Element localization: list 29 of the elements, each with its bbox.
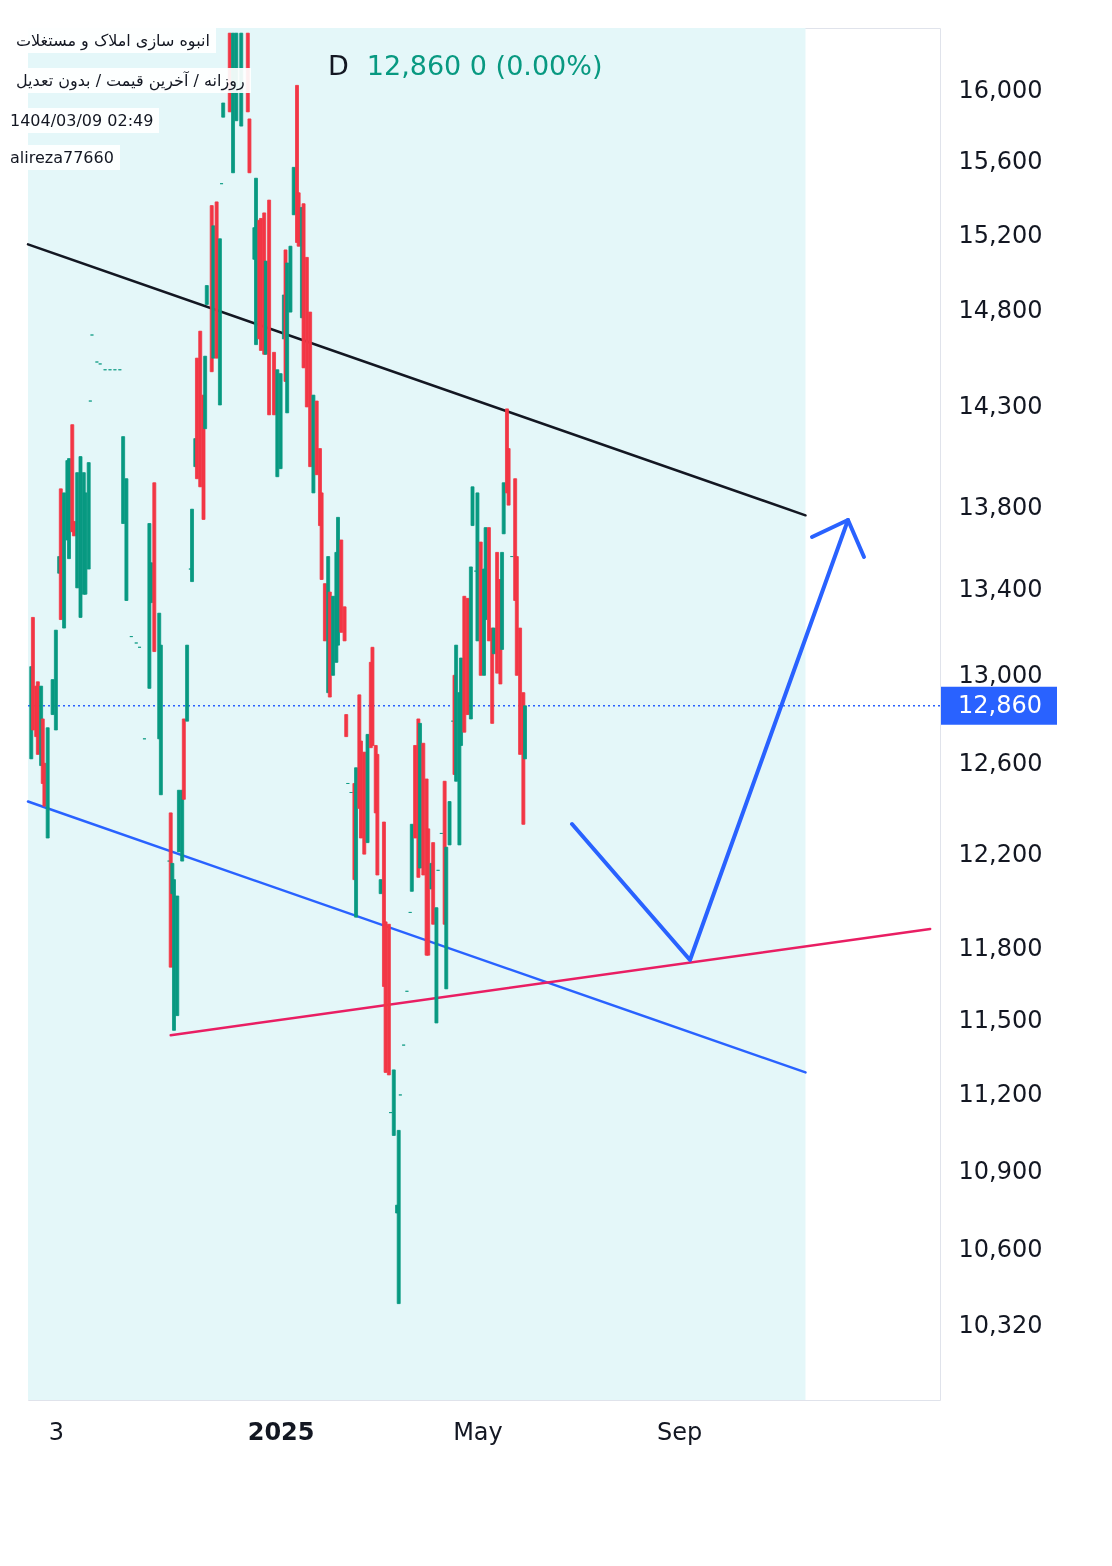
candlestick xyxy=(204,285,209,305)
y-tick-label: 12,600 xyxy=(958,748,1043,777)
annotation: alireza77660 xyxy=(4,145,120,170)
y-tick-label: 14,300 xyxy=(958,392,1043,421)
annotation: 1404/03/09 02:49 xyxy=(4,108,160,133)
y-tick-label: 11,200 xyxy=(958,1080,1043,1109)
x-tick-label: Sep xyxy=(657,1417,703,1446)
y-tick-label: 13,000 xyxy=(958,660,1043,689)
y-tick-label: 10,600 xyxy=(958,1235,1043,1264)
y-tick-label: 10,900 xyxy=(958,1156,1043,1185)
annotation: 12,860 0 (0.00%) xyxy=(366,50,603,81)
chart-title: انبوه سازی املاک و مستغلات xyxy=(10,28,216,53)
y-tick-label: 13,400 xyxy=(958,575,1043,604)
x-tick-label: 2025 xyxy=(247,1417,315,1446)
y-tick-label: 13,800 xyxy=(958,492,1043,521)
y-tick-label: 11,800 xyxy=(958,933,1043,962)
text: روزانه / آخرین قیمت / بدون تعدیل xyxy=(10,68,251,93)
y-tick-label: 12,200 xyxy=(958,839,1043,868)
y-tick-label: 15,200 xyxy=(958,220,1043,249)
candlestick xyxy=(344,714,349,738)
y-tick-label: 14,800 xyxy=(958,295,1043,324)
x-tick-label: 3 xyxy=(48,1417,65,1446)
annotation: D xyxy=(328,50,349,81)
y-tick-label: 10,320 xyxy=(958,1310,1043,1339)
ref-line-label: 12,860 xyxy=(958,690,1042,719)
y-tick-label: 16,000 xyxy=(958,76,1043,105)
x-tick-label: May xyxy=(453,1417,503,1446)
y-tick-label: 11,500 xyxy=(958,1006,1043,1035)
y-tick-label: 15,600 xyxy=(958,147,1043,176)
